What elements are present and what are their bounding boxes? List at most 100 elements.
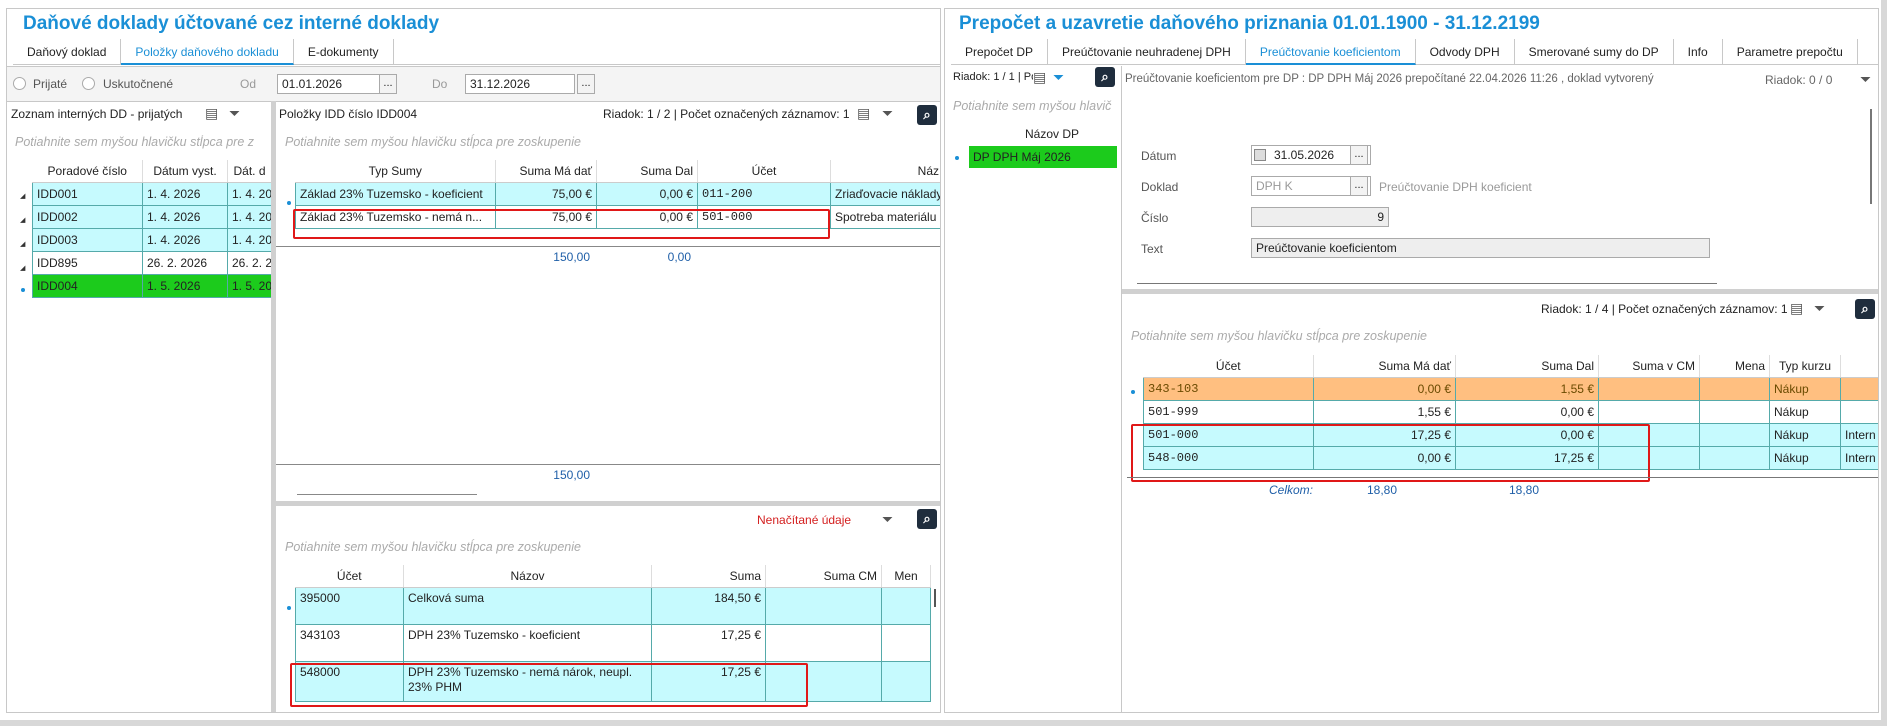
- export-icon[interactable]: ▤: [1033, 69, 1047, 85]
- grid-status: Riadok: 1 / 4 | Počet označených záznamo…: [1541, 302, 1788, 316]
- table-row[interactable]: IDD895 26. 2. 2026 26. 2. 2: [32, 250, 272, 275]
- table-row[interactable]: 548-000 0,00 €17,25 € Nákup Intern: [1143, 445, 1878, 470]
- col-suma-md[interactable]: Suma Má dať: [1313, 355, 1456, 378]
- col-nazov[interactable]: Názov: [403, 565, 652, 588]
- to-date-input[interactable]: 31.12.2026: [465, 74, 575, 94]
- from-date-input[interactable]: 01.01.2026: [277, 74, 387, 94]
- vertical-scrollbar[interactable]: [1870, 109, 1872, 204]
- splitter[interactable]: [271, 101, 276, 712]
- items-total: 150,00: [553, 468, 590, 482]
- table-row[interactable]: 501-999 1,55 €0,00 € Nákup: [1143, 399, 1878, 424]
- tab-smerovane-sumy[interactable]: Smerované sumy do DP: [1515, 39, 1674, 65]
- to-date-button[interactable]: ...: [577, 74, 595, 94]
- tab-polozky[interactable]: Položky daňového dokladu: [121, 39, 294, 65]
- cell: IDD895: [32, 250, 143, 275]
- table-row[interactable]: IDD001 1. 4. 2026 1. 4. 20: [32, 181, 272, 206]
- row-indicator-icon: ◢: [20, 241, 26, 248]
- search-panel-button[interactable]: ⌕: [917, 105, 937, 125]
- tab-odvody-dph[interactable]: Odvody DPH: [1416, 39, 1515, 65]
- list-group-hint: Potiahnite sem myšou hlavičku stĺpca pre…: [15, 135, 254, 149]
- col-suma[interactable]: Suma: [651, 565, 766, 588]
- number-input[interactable]: 9: [1251, 207, 1389, 227]
- col-extra[interactable]: [1840, 355, 1878, 378]
- cell: 17,25 €: [651, 660, 766, 702]
- col-suma-dal[interactable]: Suma Dal: [596, 160, 698, 183]
- mini-group-hint: Potiahnite sem myšou hlavič: [953, 99, 1112, 113]
- current-row-icon: [955, 156, 959, 160]
- search-panel-button[interactable]: ⌕: [1855, 299, 1875, 319]
- tab-parametre-prepoctu[interactable]: Parametre prepočtu: [1723, 39, 1858, 65]
- export-icon[interactable]: ▤: [857, 105, 871, 121]
- table-row[interactable]: IDD003 1. 4. 2026 1. 4. 20: [32, 227, 272, 252]
- col-suma-cm[interactable]: Suma CM: [765, 565, 882, 588]
- filter-icon[interactable]: ⏷: [882, 511, 894, 527]
- search-panel-button[interactable]: ⌕: [1095, 67, 1115, 87]
- splitter[interactable]: [276, 501, 940, 506]
- table-row[interactable]: 343103 DPH 23% Tuzemsko - koeficient 17,25…: [295, 623, 931, 662]
- total-label: Celkom:: [1269, 483, 1314, 497]
- col-poradove-cislo[interactable]: Poradové číslo: [32, 160, 143, 183]
- cell: Intern: [1840, 422, 1878, 447]
- cell: 1. 4. 2026: [142, 227, 228, 252]
- table-row-selected[interactable]: IDD004 1. 5. 2026 1. 5. 20: [32, 273, 272, 298]
- col-typ-sumy[interactable]: Typ Sumy: [295, 160, 496, 183]
- tab-e-dokumenty[interactable]: E-dokumenty: [294, 39, 394, 65]
- filter-icon[interactable]: ⏷: [229, 105, 241, 121]
- doc-input[interactable]: DPH K: [1251, 176, 1371, 196]
- col-nazov[interactable]: Náz: [830, 160, 940, 183]
- filter-icon[interactable]: ⏷: [1814, 300, 1826, 316]
- col-nazov-dp[interactable]: Názov DP: [1025, 127, 1080, 141]
- splitter[interactable]: [1122, 289, 1878, 294]
- col-mena[interactable]: Men: [881, 565, 931, 588]
- cell: 26. 2. 2026: [142, 250, 228, 275]
- tab-preuctovanie-neuhradenej[interactable]: Preúčtovanie neuhradenej DPH: [1048, 39, 1246, 65]
- col-ucet[interactable]: Účet: [295, 565, 404, 588]
- tab-danovy-doklad[interactable]: Daňový doklad: [13, 39, 122, 65]
- cell: 0,00 €: [596, 181, 698, 206]
- col-ucet[interactable]: Účet: [1143, 355, 1314, 378]
- table-row[interactable]: Základ 23% Tuzemsko - koeficient 75,00 €0…: [295, 181, 940, 206]
- filter-icon[interactable]: ⏷: [1053, 69, 1065, 85]
- tab-info[interactable]: Info: [1674, 39, 1723, 65]
- col-typ-kurzu[interactable]: Typ kurzu: [1769, 355, 1841, 378]
- from-date-button[interactable]: ...: [379, 74, 397, 94]
- col-suma-cm[interactable]: Suma v CM: [1598, 355, 1700, 378]
- table-row[interactable]: IDD002 1. 4. 2026 1. 4. 20: [32, 204, 272, 229]
- col-dat[interactable]: Dát. d: [227, 160, 272, 183]
- radio-issued[interactable]: [82, 77, 95, 90]
- date-checkbox[interactable]: [1254, 149, 1266, 161]
- cell: Nákup: [1769, 376, 1841, 401]
- col-datum-vyst[interactable]: Dátum vyst.: [142, 160, 228, 183]
- table-row[interactable]: 343-103 0,00 €1,55 € Nákup: [1143, 376, 1878, 401]
- date-input[interactable]: 31.05.2026: [1251, 145, 1371, 165]
- radio-received[interactable]: [13, 77, 26, 90]
- search-panel-button[interactable]: ⌕: [917, 509, 937, 529]
- cell: IDD001: [32, 181, 143, 206]
- grid-group-hint: Potiahnite sem myšou hlavičku stĺpca pre…: [1131, 329, 1427, 343]
- tab-preuctovanie-koeficientom[interactable]: Preúčtovanie koeficientom: [1245, 39, 1416, 65]
- table-row[interactable]: 395000 Celková suma 184,50 €: [295, 586, 931, 625]
- tab-prepocet-dp[interactable]: Prepočet DP: [951, 39, 1049, 65]
- mini-row-selected[interactable]: [969, 146, 1117, 168]
- col-mena[interactable]: Mena: [1699, 355, 1770, 378]
- items-sum-dal: 0,00: [667, 250, 691, 264]
- cell: 395000: [295, 586, 404, 625]
- header-status: Riadok: 0 / 0: [1765, 73, 1833, 87]
- text-input[interactable]: Preúčtovanie koeficientom: [1251, 238, 1710, 258]
- cell: [1699, 376, 1770, 401]
- date-picker-button[interactable]: ...: [1350, 145, 1368, 165]
- right-window: Prepočet a uzavretie daňového priznania …: [944, 8, 1879, 713]
- filter-icon[interactable]: ⏷: [1860, 71, 1872, 87]
- bottom-group-hint: Potiahnite sem myšou hlavičku stĺpca pre…: [285, 540, 581, 554]
- col-suma-md[interactable]: Suma Má dať: [495, 160, 597, 183]
- col-suma-dal[interactable]: Suma Dal: [1455, 355, 1599, 378]
- filter-icon[interactable]: ⏷: [882, 105, 894, 121]
- col-ucet[interactable]: Účet: [697, 160, 831, 183]
- doc-lookup-button[interactable]: ...: [1350, 176, 1368, 196]
- table-row[interactable]: 548000 DPH 23% Tuzemsko - nemá nárok, neu…: [295, 660, 931, 702]
- export-icon[interactable]: ▤: [205, 105, 219, 121]
- vertical-scrollbar[interactable]: [934, 589, 936, 607]
- cell: IDD004: [32, 273, 143, 298]
- export-icon[interactable]: ▤: [1790, 300, 1804, 316]
